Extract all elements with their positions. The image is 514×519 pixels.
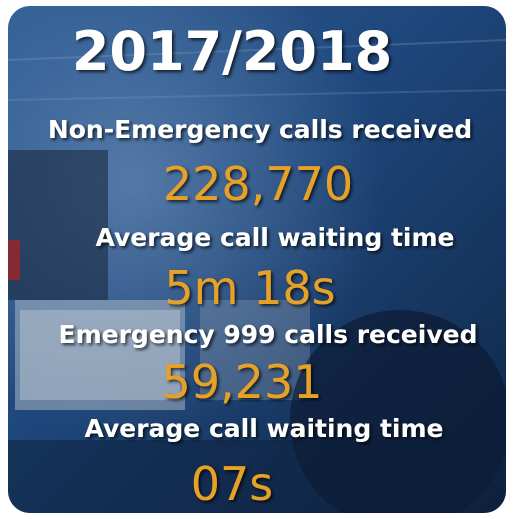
title: 2017/2018: [72, 20, 392, 83]
stat-label: Average call waiting time: [96, 223, 455, 252]
stat-label: Average call waiting time: [85, 414, 444, 443]
stat-value: 59,231: [162, 355, 323, 409]
stat-value: 5m 18s: [164, 261, 335, 315]
stat-value: 228,770: [163, 157, 353, 211]
infographic: 2017/2018 Non-Emergency calls received 2…: [0, 0, 514, 519]
stat-value: 07s: [191, 457, 274, 511]
stat-label: Emergency 999 calls received: [59, 320, 478, 349]
stat-label: Non-Emergency calls received: [48, 115, 472, 144]
